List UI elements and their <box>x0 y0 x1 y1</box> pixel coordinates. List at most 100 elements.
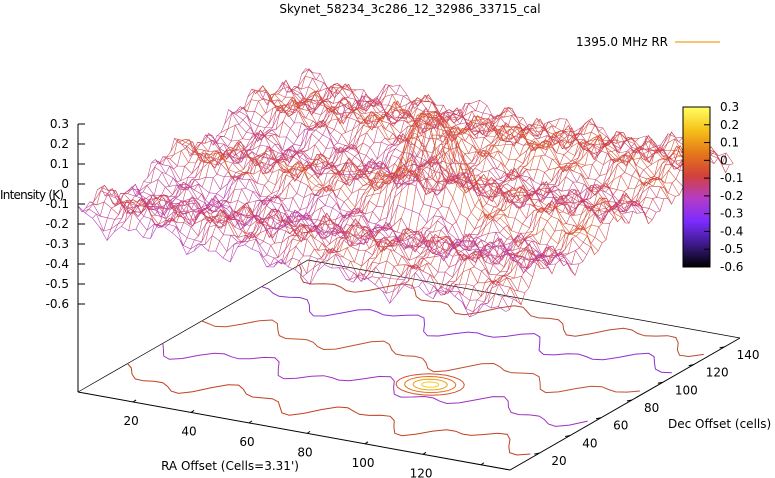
z-axis: 0.3 0.2 0.1 0 -0.1 -0.2 -0.3 -0.4 -0.5 -0.6 <box>46 117 85 392</box>
mesh-line-y <box>162 136 591 252</box>
mesh-line-y <box>251 88 680 196</box>
mesh-line-x <box>92 73 321 219</box>
mesh-line-y <box>259 90 688 181</box>
x-tick-mark <box>422 451 427 455</box>
y-tick-label: 140 <box>737 348 760 362</box>
mesh-line-y <box>120 193 549 268</box>
x-tick-label: 60 <box>239 435 254 449</box>
x-tick-mark <box>306 430 311 434</box>
contour-ring <box>421 381 440 388</box>
z-tick-label: 0.2 <box>50 137 69 151</box>
y-tick-mark <box>626 399 633 402</box>
z-tick-label: 0 <box>61 177 69 191</box>
mesh-line-y <box>135 186 564 268</box>
x-tick-mark <box>190 410 195 413</box>
y-tick-mark <box>657 381 663 384</box>
mesh-line-y <box>209 138 638 224</box>
mesh-line-y <box>212 133 641 217</box>
y-tick-mark <box>688 364 694 367</box>
colorbar-fill <box>682 106 711 268</box>
mesh-line-x <box>179 94 408 247</box>
mesh-line-y <box>220 124 649 224</box>
colorbar-tick-label: -0.1 <box>720 171 743 185</box>
x-tick-mark <box>132 399 137 403</box>
mesh-line-y <box>228 109 657 213</box>
x-tick-mark <box>480 462 485 466</box>
mesh-line-y <box>274 86 703 176</box>
mesh-line-y <box>174 112 603 244</box>
x-tick-mark <box>364 441 369 445</box>
mesh-line-x <box>142 98 371 238</box>
mesh-line-x <box>77 68 306 213</box>
z-tick-label: -0.1 <box>46 197 69 211</box>
x-axis-label: RA Offset (Cells=3.31') <box>161 459 299 473</box>
x-axis-ticks: 20 40 60 80 100 120 140 <box>123 399 490 478</box>
y-tick-label: 60 <box>613 419 628 433</box>
z-tick-label: 0.1 <box>50 157 69 171</box>
y-tick-label: 120 <box>706 366 729 380</box>
y-tick-label: 80 <box>644 401 659 415</box>
colorbar-tick-label: 0 <box>720 153 728 167</box>
contour-line <box>127 363 531 456</box>
x-tick-label: 80 <box>297 445 312 459</box>
y-tick-mark <box>565 434 571 437</box>
mesh-line-y <box>104 188 533 278</box>
mesh-line-y <box>158 154 587 259</box>
mesh-line-x <box>396 136 625 295</box>
z-tick-label: -0.5 <box>46 277 69 291</box>
y-tick-label: 40 <box>582 436 597 450</box>
mesh-line-y <box>197 139 626 224</box>
mesh-line-y <box>143 179 572 272</box>
mesh-line-y <box>270 91 699 168</box>
mesh-line-y <box>166 118 595 255</box>
mesh-line-x <box>382 135 611 294</box>
mesh-line-y <box>101 187 530 289</box>
mesh-line-y <box>151 161 580 266</box>
legend: 1395.0 MHz RR <box>576 35 720 49</box>
colorbar-tick-label: -0.5 <box>720 242 743 256</box>
base-plane <box>77 259 741 471</box>
x-tick-label: 100 <box>352 456 375 470</box>
mesh-line-y <box>266 90 695 170</box>
mesh-line-y <box>297 75 726 173</box>
mesh-line-y <box>85 202 514 303</box>
mesh-line-y <box>290 84 718 162</box>
mesh-line-y <box>128 183 556 270</box>
mesh-line-x <box>85 68 314 214</box>
colorbar-tick-label: 0.3 <box>720 100 739 114</box>
mesh-line-x <box>461 146 690 310</box>
z-tick-label: 0.3 <box>50 117 69 131</box>
chart-title: Skynet_58234_3c286_12_32986_33715_cal <box>279 2 540 16</box>
contour-ring <box>404 375 457 394</box>
z-axis-label: Intensity (K) <box>0 188 64 202</box>
contour-ring <box>412 378 448 391</box>
mesh-line-y <box>232 111 661 213</box>
z-tick-label: -0.6 <box>46 297 69 311</box>
colorbar-tick-label: -0.4 <box>720 224 743 238</box>
x-tick-label: 40 <box>181 424 196 438</box>
mesh-line-y <box>116 192 545 269</box>
mesh-line-y <box>239 104 668 203</box>
colorbar-tick-label: -0.3 <box>720 207 743 221</box>
mesh-line-x <box>287 106 517 268</box>
colorbar-tick-label: 0.2 <box>720 118 739 132</box>
mesh-line-y <box>247 89 676 197</box>
colorbar-tick-label: -0.6 <box>720 260 743 274</box>
surface-mesh <box>77 68 734 318</box>
x-tick-label: 120 <box>410 466 433 478</box>
mesh-line-y <box>131 186 560 274</box>
colorbar: 0.3 0.2 0.1 0 -0.1 -0.2 -0.3 -0.4 -0.5 -0.6 <box>682 100 743 274</box>
y-tick-label: 20 <box>551 454 566 468</box>
mesh-line-y <box>147 166 576 276</box>
base-edge-back <box>77 259 741 393</box>
y-tick-label: 100 <box>675 383 698 397</box>
mesh-line-y <box>201 132 630 224</box>
mesh-line-y <box>108 194 537 273</box>
mesh-line-y <box>294 82 723 165</box>
mesh-line-y <box>77 205 506 318</box>
y-tick-mark <box>595 417 602 420</box>
mesh-line-y <box>216 129 645 216</box>
contour-line <box>261 286 672 374</box>
